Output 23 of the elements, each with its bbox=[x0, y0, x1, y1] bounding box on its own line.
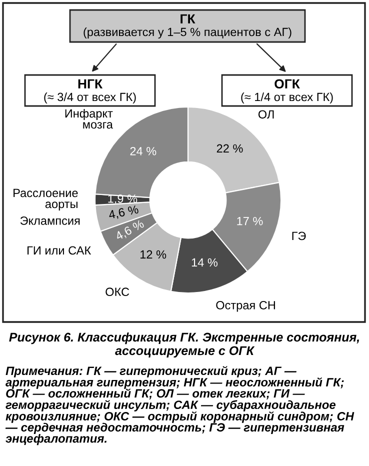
text: ГК bbox=[180, 14, 196, 24]
slice-label: Эклампсия bbox=[20, 216, 80, 225]
slice-label: ОКС bbox=[106, 288, 130, 296]
data-label: 12 % bbox=[140, 250, 166, 259]
text: Рисунок 6. Классификация ГК. Экстренные состояния, ассоциируемые с ОГК bbox=[9, 332, 360, 358]
data-label: 4,6 % bbox=[108, 204, 140, 220]
text: Примечания: ГК — гипертонический криз; АГ — артериальная гипертензия; НГК — неосложненный ГК; ОГК — осложненный ГК; ОЛ — отек легких; ГИ — геморрагический инсульт; САК — субарахноидальное кровоизлияние; ОКС — острый коронарный синдром; СН — сердечная недостаточность; ГЭ — гипертензивная энцефалопатия. bbox=[5, 366, 354, 446]
slice-label: ОЛ bbox=[258, 110, 274, 119]
slice-label: Расслоение аорты bbox=[14, 188, 78, 210]
data-label: 14 % bbox=[192, 258, 218, 267]
data-label: 4,6 % bbox=[114, 219, 146, 242]
text: (развивается у 1–5 % пациентов с АГ) bbox=[84, 28, 292, 38]
text: НГК bbox=[78, 79, 103, 88]
slice-label: ГИ или САК bbox=[28, 246, 92, 255]
data-label: 24 % bbox=[130, 146, 156, 156]
slice-label: ГЭ bbox=[292, 232, 306, 240]
slice-label: Острая СН bbox=[216, 301, 275, 312]
slice-label: Инфаркт мозга bbox=[65, 108, 113, 129]
text: ОГК bbox=[274, 79, 300, 89]
data-label: 22 % bbox=[216, 144, 243, 153]
text: (≈ 1/4 от всех ГК) bbox=[241, 92, 333, 104]
data-label: 17 % bbox=[237, 216, 263, 226]
text: (≈ 3/4 от всех ГК) bbox=[44, 92, 136, 104]
